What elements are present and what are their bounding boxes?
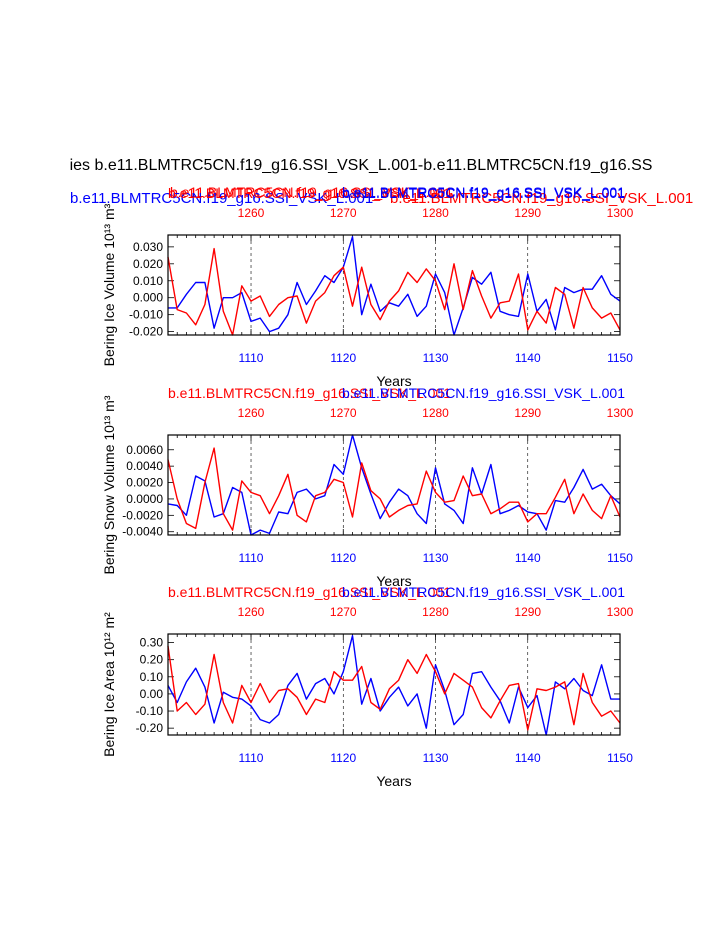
y-tick-label: -0.010 xyxy=(129,308,163,322)
y-tick-label: 0.0060 xyxy=(126,443,163,457)
panel-title-red: b.e11.BLMTRC5CN.f19_g16.SSI_VSK_L.001 xyxy=(168,385,451,401)
panel-title-blue: b.e11.BLMTRC5CN.f19_g16.SSI_VSK_L.001 xyxy=(342,584,625,600)
x-tick-label-bottom: 1140 xyxy=(515,751,541,765)
x-axis-title: Years xyxy=(376,573,411,589)
x-tick-label-top: 1260 xyxy=(238,206,265,220)
y-tick-label: 0.20 xyxy=(140,653,164,667)
y-tick-label: 0.30 xyxy=(140,636,164,650)
header-blue-overlap: b.e11.BLMTRC5CN.f19_g16.SSI_VSK_L.001 xyxy=(342,184,625,200)
panel-title-blue: b.e11.BLMTRC5CN.f19_g16.SSI_VSK_L.001 xyxy=(342,385,625,401)
x-tick-label-bottom: 1140 xyxy=(515,551,541,565)
x-tick-label-bottom: 1130 xyxy=(423,751,449,765)
x-axis-title: Years xyxy=(376,773,411,789)
x-tick-label-bottom: 1120 xyxy=(330,551,356,565)
y-tick-label: 0.020 xyxy=(133,257,163,271)
x-tick-label-top: 1270 xyxy=(330,206,357,220)
ice-area-panel: b.e11.BLMTRC5CN.f19_g16.SSI_VSK_L.001b.e… xyxy=(101,584,634,789)
y-axis-title: Bering Ice Area 10¹² m² xyxy=(101,612,117,757)
series-line-blue xyxy=(167,434,621,536)
series-line-red xyxy=(167,247,621,336)
x-tick-label-top: 1270 xyxy=(330,406,357,420)
main-title: ies b.e11.BLMTRC5CN.f19_g16.SSI_VSK_L.00… xyxy=(70,157,653,174)
header-blue: b.e11.BLMTRC5CN.f19_g16.SSI_VSK_L.001 xyxy=(70,190,373,207)
y-tick-label: 0.10 xyxy=(140,670,164,684)
x-tick-label-top: 1290 xyxy=(514,605,541,619)
y-tick-label: 0.0000 xyxy=(126,492,163,506)
y-tick-label: -0.0020 xyxy=(122,508,163,522)
series-line-blue xyxy=(167,635,620,736)
x-tick-label-bottom: 1110 xyxy=(239,351,264,365)
y-tick-label: 0.0040 xyxy=(126,459,163,473)
x-tick-label-top: 1280 xyxy=(422,406,449,420)
x-tick-label-top: 1260 xyxy=(238,605,265,619)
x-tick-label-top: 1280 xyxy=(422,206,449,220)
x-tick-label-bottom: 1150 xyxy=(607,551,633,565)
x-tick-label-bottom: 1130 xyxy=(423,551,449,565)
x-tick-label-top: 1290 xyxy=(514,406,541,420)
y-tick-label: 0.0020 xyxy=(126,476,163,490)
x-tick-label-bottom: 1140 xyxy=(515,351,541,365)
panel-title-red: b.e11.BLMTRC5CN.f19_g16.SSI_VSK_L.001 xyxy=(168,584,451,600)
plot-frame xyxy=(167,633,621,736)
plot-frame xyxy=(167,234,621,336)
x-tick-label-top: 1260 xyxy=(238,406,265,420)
header-red: b.e11.BLMTRC5CN.f19_g16.SSI_VSK_L.001 xyxy=(390,190,693,207)
y-tick-label: 0.00 xyxy=(140,687,164,701)
x-tick-label-bottom: 1150 xyxy=(607,351,633,365)
x-tick-label-bottom: 1110 xyxy=(239,751,264,765)
y-tick-label: 0.030 xyxy=(133,240,163,254)
x-axis-title: Years xyxy=(376,373,411,389)
x-tick-label-top: 1270 xyxy=(330,605,357,619)
header-red-overlap: b.e11.BLMTRC5CN.f19_g16.SSI_VSK_L.001 xyxy=(170,184,453,200)
y-axis-title: Bering Ice Volume 10¹³ m³ xyxy=(101,203,117,366)
x-tick-label-bottom: 1130 xyxy=(423,351,449,365)
series-line-red xyxy=(167,447,621,531)
x-tick-label-top: 1300 xyxy=(607,605,634,619)
series-line-blue xyxy=(168,235,621,336)
ice-volume-panel: b.e11.BLMTRC5CN.f19_g16.SSI_VSK_L.001b.e… xyxy=(101,185,634,389)
y-tick-label: -0.020 xyxy=(129,325,163,339)
x-tick-label-bottom: 1120 xyxy=(330,751,356,765)
x-tick-label-bottom: 1120 xyxy=(330,351,356,365)
series-line-red xyxy=(167,645,621,731)
panel-title-red: b.e11.BLMTRC5CN.f19_g16.SSI_VSK_L.001 xyxy=(168,185,451,201)
x-tick-label-top: 1290 xyxy=(514,206,541,220)
x-tick-label-top: 1300 xyxy=(607,406,634,420)
snow-volume-panel: b.e11.BLMTRC5CN.f19_g16.SSI_VSK_L.001b.e… xyxy=(101,385,634,589)
x-tick-label-bottom: 1150 xyxy=(607,751,633,765)
y-tick-label: 0.010 xyxy=(133,274,163,288)
x-tick-label-top: 1300 xyxy=(607,206,634,220)
y-axis-title: Bering Snow Volume 10¹³ m³ xyxy=(101,395,117,574)
x-tick-label-bottom: 1110 xyxy=(239,551,264,565)
y-tick-label: -0.0040 xyxy=(122,525,163,539)
y-tick-label: 0.000 xyxy=(133,291,163,305)
x-tick-label-top: 1280 xyxy=(422,605,449,619)
panel-title-blue: b.e11.BLMTRC5CN.f19_g16.SSI_VSK_L.001 xyxy=(342,185,625,201)
plot-frame xyxy=(167,434,621,536)
y-tick-label: -0.20 xyxy=(136,721,164,735)
y-tick-label: -0.10 xyxy=(136,704,164,718)
